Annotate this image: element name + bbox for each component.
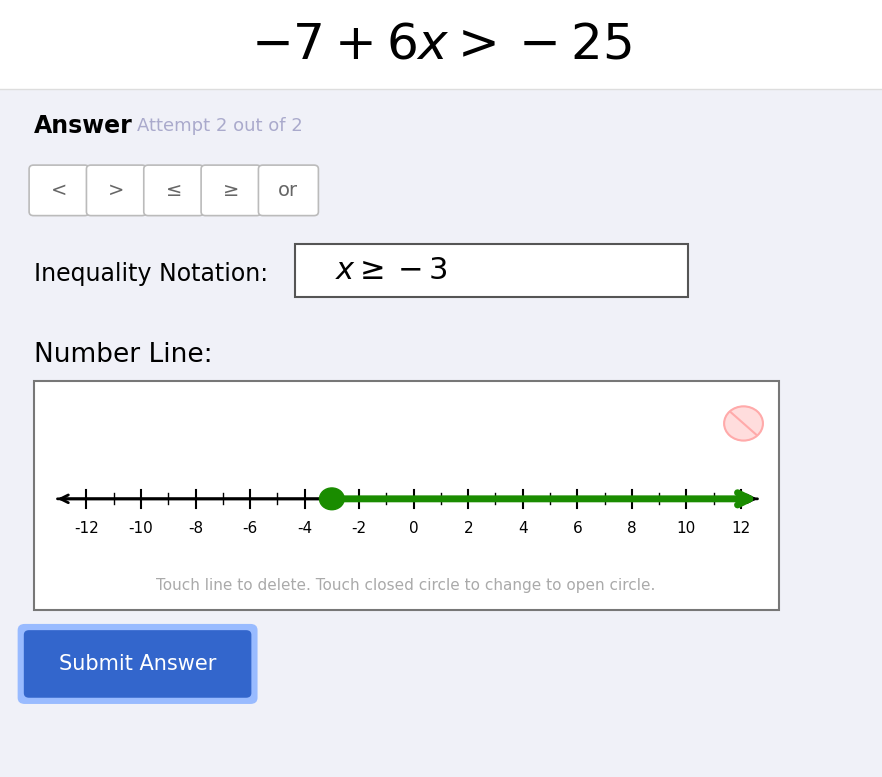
Text: >: > — [108, 181, 124, 200]
Circle shape — [724, 406, 763, 441]
Circle shape — [319, 488, 344, 510]
Text: Number Line:: Number Line: — [34, 342, 213, 368]
Text: $x \geq -3$: $x \geq -3$ — [335, 255, 448, 286]
Text: Touch line to delete. Touch closed circle to change to open circle.: Touch line to delete. Touch closed circl… — [156, 577, 656, 593]
FancyBboxPatch shape — [295, 244, 688, 297]
FancyBboxPatch shape — [18, 624, 258, 704]
Text: $-7+6x>-25$: $-7+6x>-25$ — [250, 20, 632, 69]
Text: -10: -10 — [129, 521, 153, 535]
Text: 8: 8 — [627, 521, 637, 535]
Text: Inequality Notation:: Inequality Notation: — [34, 262, 267, 285]
Text: Attempt 2 out of 2: Attempt 2 out of 2 — [137, 117, 303, 135]
FancyBboxPatch shape — [34, 381, 779, 610]
Text: or: or — [279, 181, 298, 200]
Text: ≥: ≥ — [223, 181, 239, 200]
Text: 4: 4 — [518, 521, 527, 535]
Text: ≤: ≤ — [166, 181, 182, 200]
Text: -8: -8 — [188, 521, 203, 535]
Text: -12: -12 — [74, 521, 99, 535]
FancyBboxPatch shape — [258, 166, 318, 215]
Text: 12: 12 — [731, 521, 751, 535]
Text: 2: 2 — [463, 521, 473, 535]
FancyBboxPatch shape — [86, 166, 146, 215]
FancyBboxPatch shape — [201, 166, 261, 215]
Text: 10: 10 — [676, 521, 696, 535]
Text: Answer: Answer — [34, 114, 132, 138]
FancyBboxPatch shape — [29, 166, 89, 215]
FancyBboxPatch shape — [0, 0, 882, 89]
Text: 0: 0 — [409, 521, 418, 535]
Text: -6: -6 — [243, 521, 258, 535]
Text: 6: 6 — [572, 521, 582, 535]
Text: -4: -4 — [297, 521, 312, 535]
FancyBboxPatch shape — [24, 630, 251, 698]
Text: <: < — [51, 181, 67, 200]
Text: Submit Answer: Submit Answer — [59, 654, 216, 674]
Text: -2: -2 — [352, 521, 367, 535]
FancyBboxPatch shape — [144, 166, 204, 215]
